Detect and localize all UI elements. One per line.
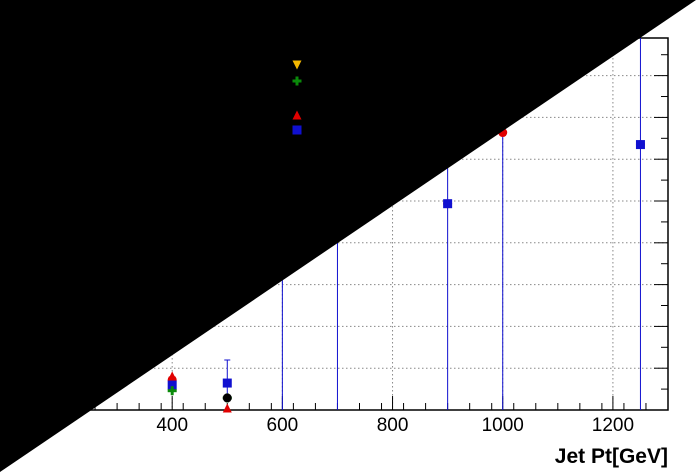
data-point-triangle-down	[292, 60, 302, 70]
x-tick-label: 1200	[592, 415, 634, 436]
data-point-square	[292, 125, 302, 135]
cross-bar-v	[295, 76, 299, 86]
data-point-circle	[222, 393, 232, 403]
tick-labels: 400 600 800 1000 1200	[156, 415, 634, 436]
data-point-triangle-up	[292, 110, 302, 120]
data-point-square	[222, 378, 232, 388]
x-axis-title: Jet Pt[GeV]	[555, 445, 668, 468]
data-point-square	[167, 380, 177, 390]
x-tick-label: 600	[267, 415, 299, 436]
legend	[292, 60, 302, 135]
data-point-triangle-up	[222, 403, 232, 413]
data-points	[167, 128, 645, 413]
data-point-square	[443, 199, 453, 209]
cross-bar-v	[170, 386, 174, 396]
data-point-triangle-up	[167, 371, 177, 381]
x-tick-label: 800	[377, 415, 409, 436]
data-point-cross	[292, 76, 302, 86]
x-tick-label: 1000	[482, 415, 524, 436]
x-tick-label: 400	[156, 415, 188, 436]
data-point-square	[635, 140, 645, 150]
data-point-cross	[167, 386, 177, 396]
